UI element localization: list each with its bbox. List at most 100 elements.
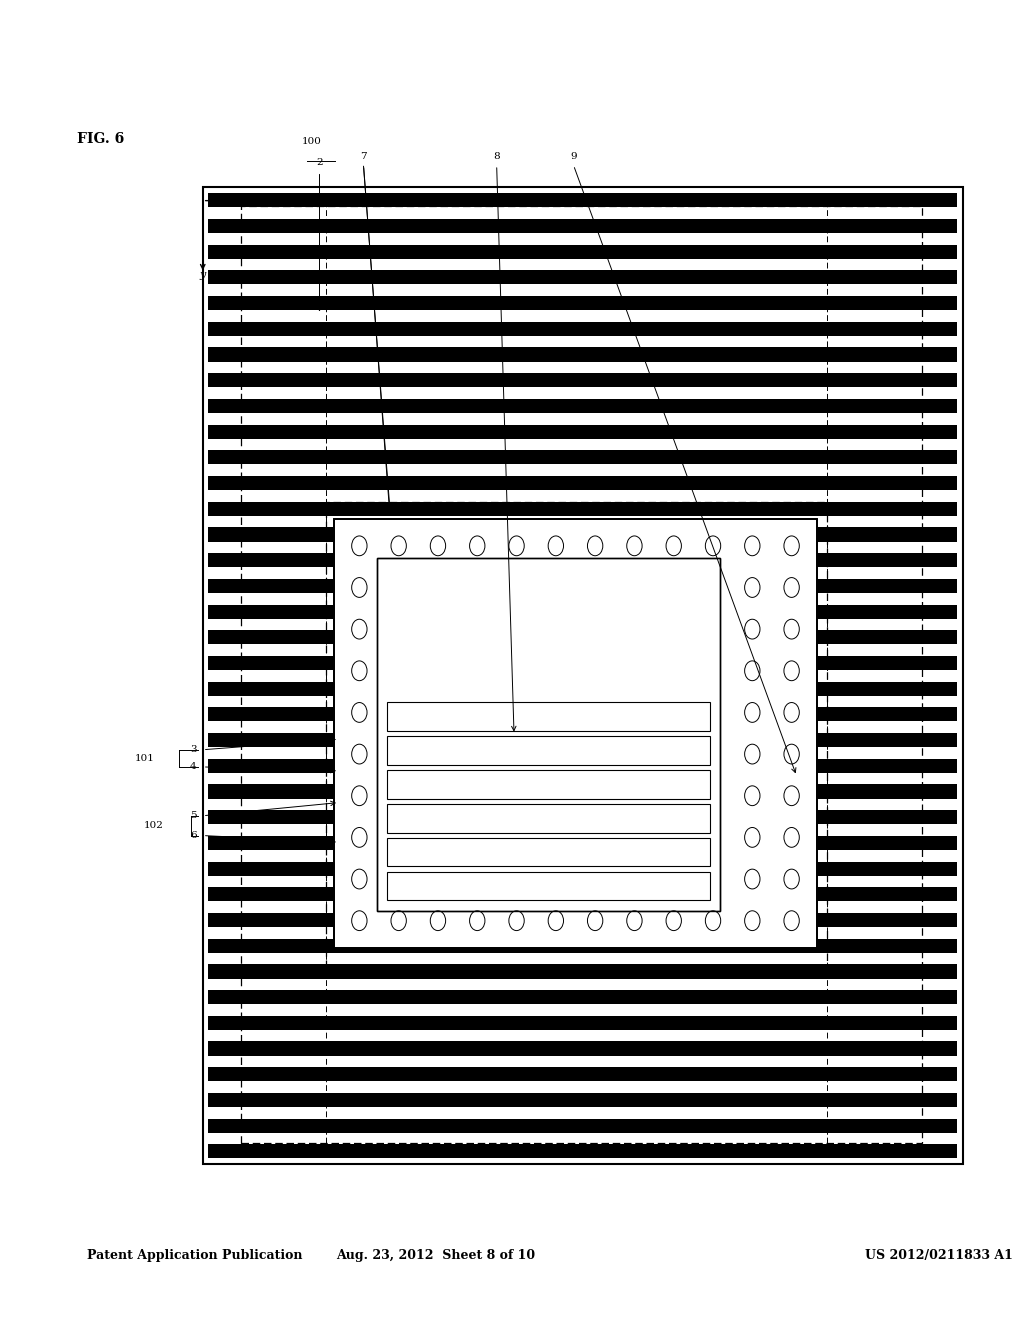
Circle shape [351, 785, 367, 805]
Bar [208, 810, 957, 824]
Circle shape [351, 744, 367, 764]
Circle shape [588, 536, 603, 556]
Circle shape [391, 536, 407, 556]
Text: 2: 2 [316, 158, 323, 168]
Circle shape [509, 536, 524, 556]
Circle shape [744, 828, 760, 847]
Bar [208, 990, 957, 1005]
Text: 5: 5 [190, 812, 197, 820]
Text: FIG. 6: FIG. 6 [77, 132, 124, 147]
Text: y: y [200, 269, 206, 280]
Circle shape [784, 536, 800, 556]
Circle shape [744, 744, 760, 764]
Circle shape [744, 619, 760, 639]
Bar [208, 374, 957, 387]
Circle shape [744, 661, 760, 681]
Bar [334, 519, 817, 948]
Bar [387, 770, 710, 799]
Circle shape [351, 661, 367, 681]
Bar [208, 1118, 957, 1133]
Bar [208, 1093, 957, 1107]
Circle shape [744, 702, 760, 722]
Bar [208, 578, 957, 593]
Text: D: D [441, 478, 450, 486]
Bar [203, 187, 963, 1164]
Bar [203, 187, 963, 1164]
Bar [208, 322, 957, 335]
Circle shape [351, 702, 367, 722]
Bar [208, 450, 957, 465]
Circle shape [784, 911, 800, 931]
Circle shape [784, 828, 800, 847]
Circle shape [627, 911, 642, 931]
Circle shape [627, 536, 642, 556]
Circle shape [430, 911, 445, 931]
Text: 100: 100 [301, 137, 322, 147]
Circle shape [351, 619, 367, 639]
Circle shape [470, 911, 485, 931]
Circle shape [706, 536, 721, 556]
Bar [241, 206, 922, 1143]
Circle shape [351, 828, 367, 847]
Circle shape [351, 536, 367, 556]
Bar [208, 502, 957, 516]
Bar [208, 605, 957, 619]
Bar [387, 838, 710, 866]
Circle shape [666, 536, 681, 556]
Text: 7: 7 [360, 152, 367, 161]
Bar [208, 553, 957, 568]
Bar [208, 965, 957, 978]
Text: Aug. 23, 2012  Sheet 8 of 10: Aug. 23, 2012 Sheet 8 of 10 [336, 1249, 535, 1262]
Bar [208, 708, 957, 722]
Text: 9: 9 [570, 152, 577, 161]
Bar [208, 939, 957, 953]
Circle shape [548, 911, 563, 931]
Circle shape [430, 536, 445, 556]
Bar [208, 399, 957, 413]
Bar [326, 502, 827, 977]
Bar [208, 347, 957, 362]
Circle shape [784, 869, 800, 888]
Bar [208, 425, 957, 438]
Bar [387, 804, 710, 833]
Bar [377, 558, 720, 911]
Circle shape [784, 744, 800, 764]
Bar [208, 681, 957, 696]
Circle shape [588, 911, 603, 931]
Bar [208, 271, 957, 285]
Circle shape [784, 702, 800, 722]
Bar [208, 759, 957, 774]
Bar [208, 836, 957, 850]
Bar [387, 737, 710, 764]
Text: 3: 3 [190, 746, 197, 754]
Circle shape [744, 578, 760, 598]
Bar [208, 862, 957, 875]
Bar [208, 296, 957, 310]
Bar [208, 1144, 957, 1159]
Circle shape [548, 536, 563, 556]
Circle shape [744, 536, 760, 556]
Bar [208, 219, 957, 234]
Bar [387, 702, 710, 731]
Circle shape [784, 785, 800, 805]
Circle shape [351, 911, 367, 931]
Bar [208, 887, 957, 902]
Bar [334, 519, 817, 948]
Bar [208, 193, 957, 207]
Text: 102: 102 [144, 821, 164, 830]
Bar [208, 913, 957, 927]
Bar [208, 630, 957, 644]
Text: x: x [262, 195, 268, 206]
Circle shape [470, 536, 485, 556]
Circle shape [509, 911, 524, 931]
Circle shape [351, 869, 367, 888]
Text: 4: 4 [190, 763, 197, 771]
Text: 8: 8 [494, 152, 500, 161]
Text: —: — [475, 964, 482, 969]
Bar [208, 244, 957, 259]
Bar [208, 477, 957, 490]
Text: 6: 6 [190, 832, 197, 840]
Bar [208, 1067, 957, 1081]
Circle shape [744, 785, 760, 805]
Circle shape [706, 911, 721, 931]
